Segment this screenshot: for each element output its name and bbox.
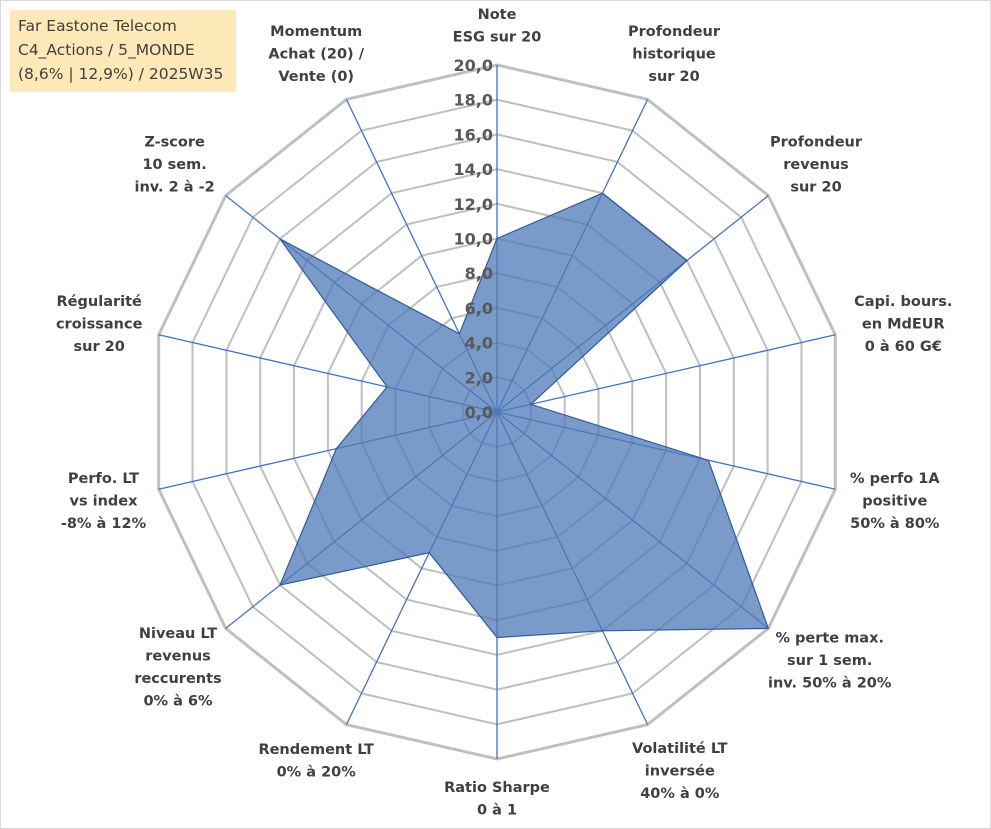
axis-label-13: Momentum Achat (20) / Vente (0)	[268, 24, 364, 85]
axis-label-5: % perte max. sur 1 sem. inv. 50% à 20%	[768, 630, 892, 691]
tick-label: 18,0	[454, 91, 493, 110]
axis-label-12: Z-score 10 sem. inv. 2 à -2	[134, 135, 214, 196]
svg-text:Rendement LT0% à 20%: Rendement LT 0% à 20%	[258, 742, 374, 781]
title-box: Far Eastone Telecom C4_Actions / 5_MONDE…	[10, 10, 236, 92]
axis-label-2: Profondeur revenus sur 20	[770, 135, 863, 196]
axis-label-1: Profondeur historique sur 20	[628, 24, 721, 85]
title-company: Far Eastone Telecom	[18, 17, 177, 35]
axis-labels: Note ESG sur 20 Profondeur historique sur 20…	[56, 7, 952, 819]
tick-label: 2,0	[465, 368, 493, 387]
spoke-3	[496, 334, 836, 413]
tick-label: 8,0	[465, 264, 493, 283]
axis-label-6: Volatilité LT inversée 40% à 0%	[632, 741, 728, 802]
tick-label: 0,0	[465, 403, 493, 422]
axis-label-4: % perfo 1A positive 50% à 80%	[850, 471, 940, 532]
axis-label-8: Rendement LT 0% à 20%	[258, 742, 374, 781]
axis-label-0: Note ESG sur 20	[453, 7, 542, 46]
tick-label: 16,0	[454, 125, 493, 144]
title-period: (8,6% | 12,9%) / 2025W35	[18, 65, 224, 83]
title-category: C4_Actions / 5_MONDE	[18, 41, 195, 59]
axis-label-3: Capi. bours. en MdEUR 0 à 60 G€	[854, 294, 952, 355]
svg-text:% perte max.sur 1 sem.inv. 50%: % perte max. sur 1 sem. inv. 50% à 20%	[768, 630, 892, 691]
axis-label-7: Ratio Sharpe 0 à 1	[444, 780, 550, 819]
tick-label: 14,0	[454, 160, 493, 179]
tick-label: 10,0	[454, 230, 493, 249]
tick-label: 12,0	[454, 195, 493, 214]
tick-label: 6,0	[465, 299, 493, 318]
axis-label-10: Perfo. LT vs index -8% à 12%	[61, 471, 147, 532]
radar-series	[279, 192, 770, 639]
axis-label-11: Régularité croissance sur 20	[56, 294, 143, 355]
radial-tick-labels: 0,0 2,0 4,0 6,0 8,0 10,0 12,0 14,0 16,0 18,0 20,0	[454, 56, 493, 422]
tick-label: 4,0	[465, 334, 493, 353]
tick-label: 20,0	[454, 56, 493, 75]
series-area	[279, 192, 770, 639]
axis-label-9: Niveau LT revenus reccurents 0% à 6%	[134, 626, 221, 710]
